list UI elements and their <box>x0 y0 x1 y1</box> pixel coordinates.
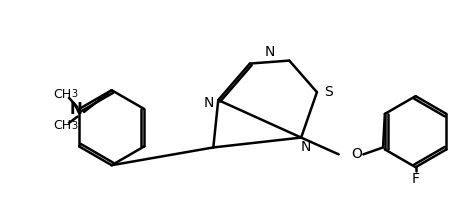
Text: CH: CH <box>53 119 72 132</box>
Text: N: N <box>203 96 214 110</box>
Text: N: N <box>70 103 82 118</box>
Text: F: F <box>411 172 419 186</box>
Text: 3: 3 <box>71 89 77 99</box>
Text: O: O <box>351 147 362 161</box>
Text: S: S <box>324 85 333 99</box>
Text: N: N <box>301 141 311 154</box>
Text: 3: 3 <box>71 121 77 131</box>
Text: N: N <box>264 45 275 59</box>
Text: CH: CH <box>53 88 72 101</box>
